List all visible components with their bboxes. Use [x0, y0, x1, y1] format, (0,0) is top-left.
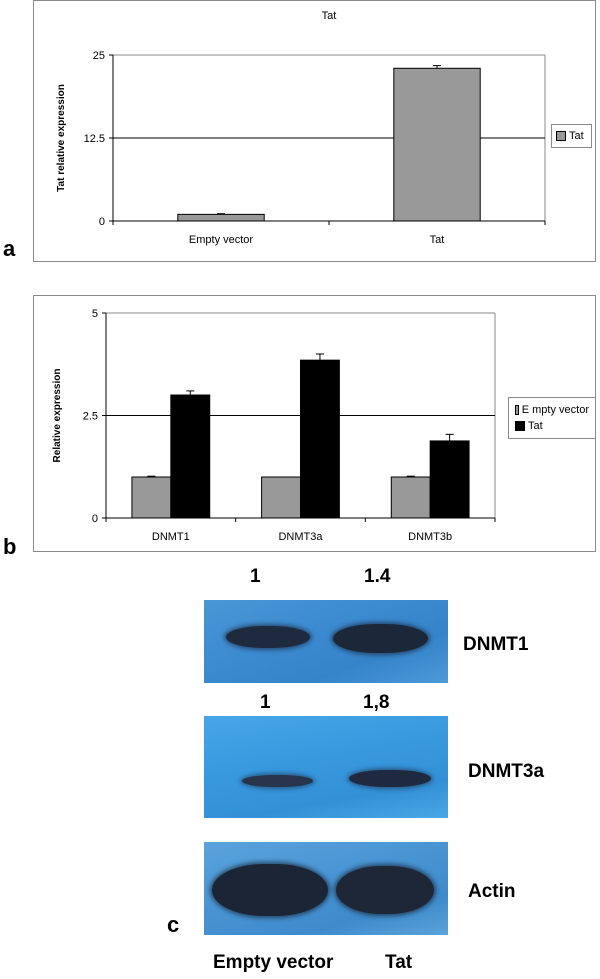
dnmt1-blot-label: DNMT1: [463, 634, 529, 655]
dnmt3a-quant-tat: 1,8: [363, 692, 390, 713]
dnmt1-blot: [204, 600, 448, 683]
actin-band-empty: [212, 864, 328, 916]
panel-b-bar: [261, 476, 302, 519]
dnmt3a-blot: [204, 716, 448, 818]
legend-swatch-empty-vector: [515, 405, 519, 415]
panel-b-bar: [131, 476, 172, 519]
panel-b-y-tick-label: 2.5: [83, 411, 98, 423]
legend-swatch-tat-b: [515, 421, 525, 431]
panel-a-frame: [33, 0, 596, 262]
legend-label-empty-vector: E mpty vector: [521, 404, 589, 416]
panel-b-bar: [170, 394, 211, 519]
dnmt1-band-empty: [226, 626, 310, 648]
dnmt3a-quant-empty: 1: [260, 692, 271, 713]
legend-label-tat: Tat: [569, 130, 584, 142]
dnmt3a-blot-label: DNMT3a: [468, 761, 545, 782]
panel-b-bar: [429, 440, 470, 519]
legend-label-tat-b: Tat: [528, 420, 543, 432]
legend-item-tat: Tat: [515, 418, 589, 434]
panel-a-y-tick-label: 0: [99, 216, 105, 228]
panel-a-y-tick-label: 25: [93, 50, 105, 62]
legend-item-empty-vector: E mpty vector: [515, 402, 589, 418]
panel-b-bar: [390, 476, 431, 519]
dnmt1-quant-empty: 1: [250, 566, 261, 587]
dnmt3a-band-empty: [242, 775, 313, 787]
panel-a-category-label: Empty vector: [189, 234, 254, 246]
legend-item-tat: Tat: [556, 128, 587, 144]
panel-b-letter: b: [3, 534, 17, 559]
panel-a-y-axis-label: Tat relative expression: [56, 84, 67, 192]
panel-b-chart: 0 2.5 5 DNMT1 DNMT3a DNMT3b Relative expressio…: [52, 308, 496, 543]
panel-b-legend: E mpty vector Tat: [508, 397, 596, 439]
panel-a-category-label: Tat: [430, 234, 445, 246]
panel-a-letter: a: [3, 236, 16, 261]
legend-swatch-tat: [556, 131, 566, 141]
dnmt3a-band-tat: [349, 770, 431, 787]
panel-c-letter: c: [167, 912, 180, 937]
panel-a-y-tick-label: 12.5: [84, 133, 105, 145]
panel-a-legend: Tat: [551, 124, 592, 148]
dnmt1-band-tat: [333, 624, 428, 653]
panel-b-y-tick-label: 5: [92, 308, 98, 320]
panel-b-y-tick-label: 0: [92, 513, 98, 525]
panel-b-y-axis-label: Relative expression: [52, 369, 63, 463]
panel-b-category-label: DNMT3a: [278, 531, 323, 543]
lane-label-tat: Tat: [385, 952, 413, 973]
panel-b-category-label: DNMT1: [152, 531, 190, 543]
panel-b-bar: [300, 359, 340, 519]
panel-a-chart-title: Tat: [322, 10, 337, 22]
panel-a-bar: [393, 67, 481, 222]
panel-b-category-label: DNMT3b: [408, 531, 452, 543]
actin-band-tat: [336, 866, 434, 914]
actin-blot-label: Actin: [468, 881, 516, 902]
dnmt1-quant-tat: 1.4: [364, 566, 391, 587]
panel-a-chart: 0 12.5 25 Empty vector Tat Tat relative expre…: [56, 10, 546, 246]
lane-label-empty-vector: Empty vector: [213, 952, 334, 973]
actin-blot: [204, 842, 448, 935]
